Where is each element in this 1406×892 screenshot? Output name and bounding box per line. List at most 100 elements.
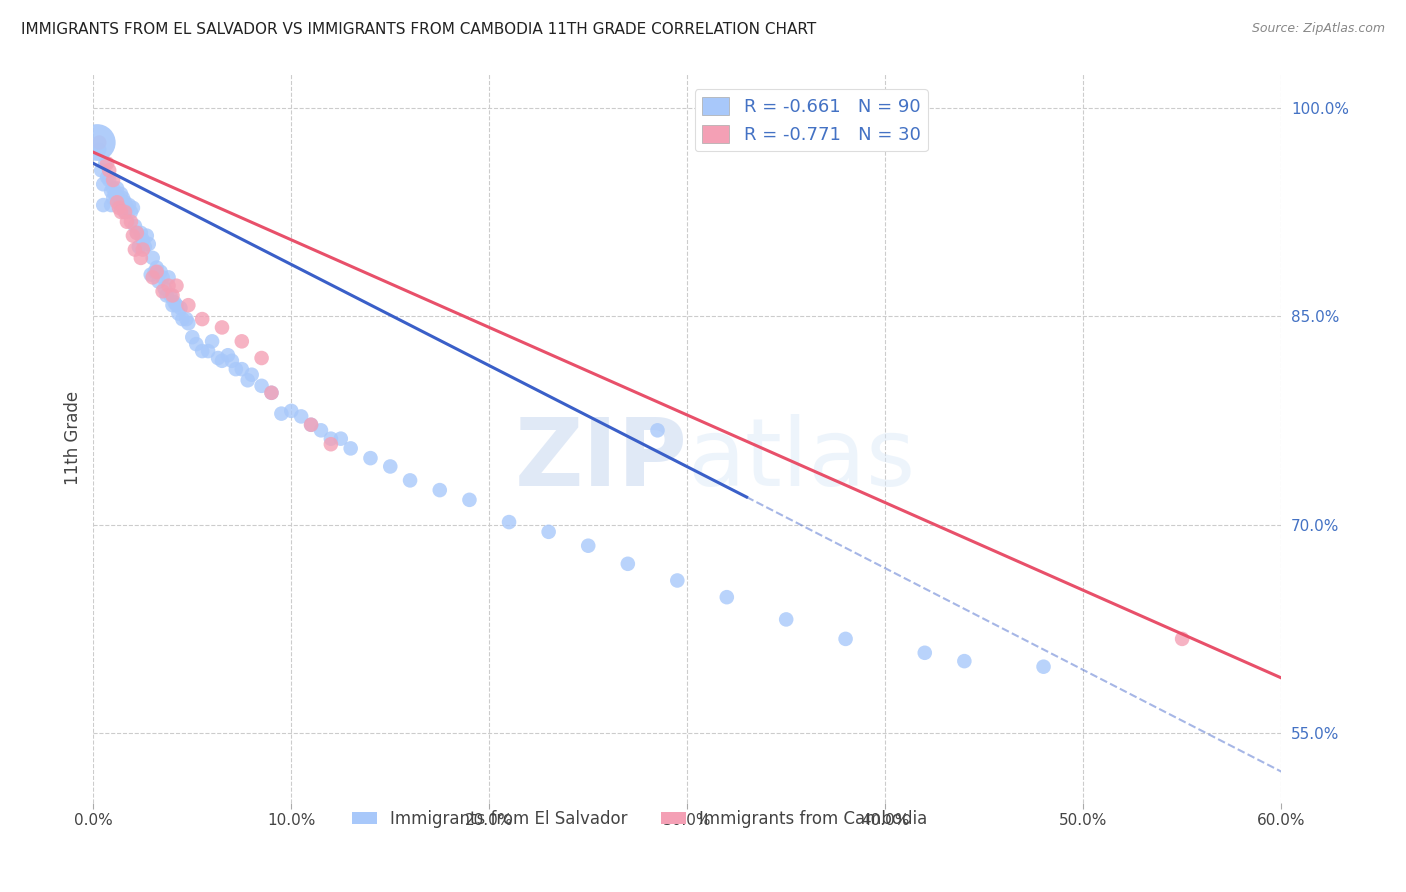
- Point: [135, 228, 157, 243]
- Point: [172, 312, 194, 326]
- Point: [120, 205, 142, 219]
- Point: [191, 312, 214, 326]
- Point: [217, 348, 239, 362]
- Point: [128, 240, 150, 254]
- Point: [157, 278, 180, 293]
- Point: [221, 353, 243, 368]
- Point: [105, 195, 128, 210]
- Point: [100, 184, 122, 198]
- Legend: Immigrants from El Salvador, Immigrants from Cambodia: Immigrants from El Salvador, Immigrants …: [344, 804, 934, 835]
- Point: [114, 195, 136, 210]
- Point: [153, 281, 176, 295]
- Point: [152, 270, 174, 285]
- Point: [142, 270, 165, 285]
- Point: [1171, 632, 1194, 646]
- Point: [100, 198, 122, 212]
- Point: [105, 181, 128, 195]
- Point: [101, 181, 124, 195]
- Point: [775, 612, 797, 626]
- Point: [101, 173, 124, 187]
- Point: [157, 270, 180, 285]
- Point: [498, 515, 520, 529]
- Point: [167, 306, 190, 320]
- Point: [89, 136, 111, 150]
- Point: [169, 301, 191, 315]
- Point: [111, 201, 134, 215]
- Point: [319, 437, 342, 451]
- Point: [143, 265, 166, 279]
- Point: [166, 298, 188, 312]
- Point: [647, 423, 669, 437]
- Point: [110, 186, 132, 201]
- Point: [118, 198, 141, 212]
- Point: [1032, 659, 1054, 673]
- Point: [148, 275, 170, 289]
- Point: [124, 219, 146, 233]
- Text: atlas: atlas: [688, 414, 915, 506]
- Point: [110, 205, 132, 219]
- Point: [162, 288, 184, 302]
- Point: [211, 320, 233, 334]
- Point: [329, 432, 352, 446]
- Point: [260, 385, 283, 400]
- Point: [145, 265, 167, 279]
- Point: [399, 474, 422, 488]
- Point: [162, 298, 184, 312]
- Point: [181, 330, 204, 344]
- Point: [319, 432, 342, 446]
- Point: [163, 295, 186, 310]
- Point: [914, 646, 936, 660]
- Point: [139, 268, 162, 282]
- Point: [339, 442, 361, 456]
- Text: ZIP: ZIP: [515, 414, 688, 506]
- Point: [138, 237, 160, 252]
- Point: [201, 334, 224, 349]
- Point: [166, 278, 188, 293]
- Point: [240, 368, 263, 382]
- Point: [114, 205, 136, 219]
- Point: [359, 451, 381, 466]
- Point: [98, 163, 121, 178]
- Point: [108, 201, 131, 215]
- Point: [299, 417, 322, 432]
- Point: [231, 334, 253, 349]
- Point: [834, 632, 856, 646]
- Point: [86, 136, 108, 150]
- Point: [429, 483, 451, 497]
- Point: [120, 215, 142, 229]
- Point: [108, 191, 131, 205]
- Point: [96, 156, 118, 170]
- Point: [94, 156, 117, 170]
- Point: [716, 590, 738, 604]
- Point: [124, 243, 146, 257]
- Point: [145, 260, 167, 275]
- Point: [152, 285, 174, 299]
- Point: [211, 353, 233, 368]
- Point: [104, 186, 127, 201]
- Point: [91, 198, 114, 212]
- Point: [125, 226, 148, 240]
- Point: [142, 251, 165, 265]
- Point: [197, 344, 219, 359]
- Point: [176, 312, 198, 326]
- Text: IMMIGRANTS FROM EL SALVADOR VS IMMIGRANTS FROM CAMBODIA 11TH GRADE CORRELATION C: IMMIGRANTS FROM EL SALVADOR VS IMMIGRANT…: [21, 22, 817, 37]
- Point: [953, 654, 976, 668]
- Point: [270, 407, 292, 421]
- Point: [132, 233, 155, 247]
- Point: [309, 423, 332, 437]
- Point: [260, 385, 283, 400]
- Point: [129, 251, 152, 265]
- Point: [299, 417, 322, 432]
- Point: [91, 178, 114, 192]
- Point: [250, 379, 273, 393]
- Point: [115, 215, 138, 229]
- Point: [225, 362, 247, 376]
- Point: [115, 201, 138, 215]
- Point: [122, 228, 145, 243]
- Point: [111, 191, 134, 205]
- Point: [114, 205, 136, 219]
- Point: [290, 409, 312, 424]
- Point: [617, 557, 640, 571]
- Point: [122, 201, 145, 215]
- Point: [98, 173, 121, 187]
